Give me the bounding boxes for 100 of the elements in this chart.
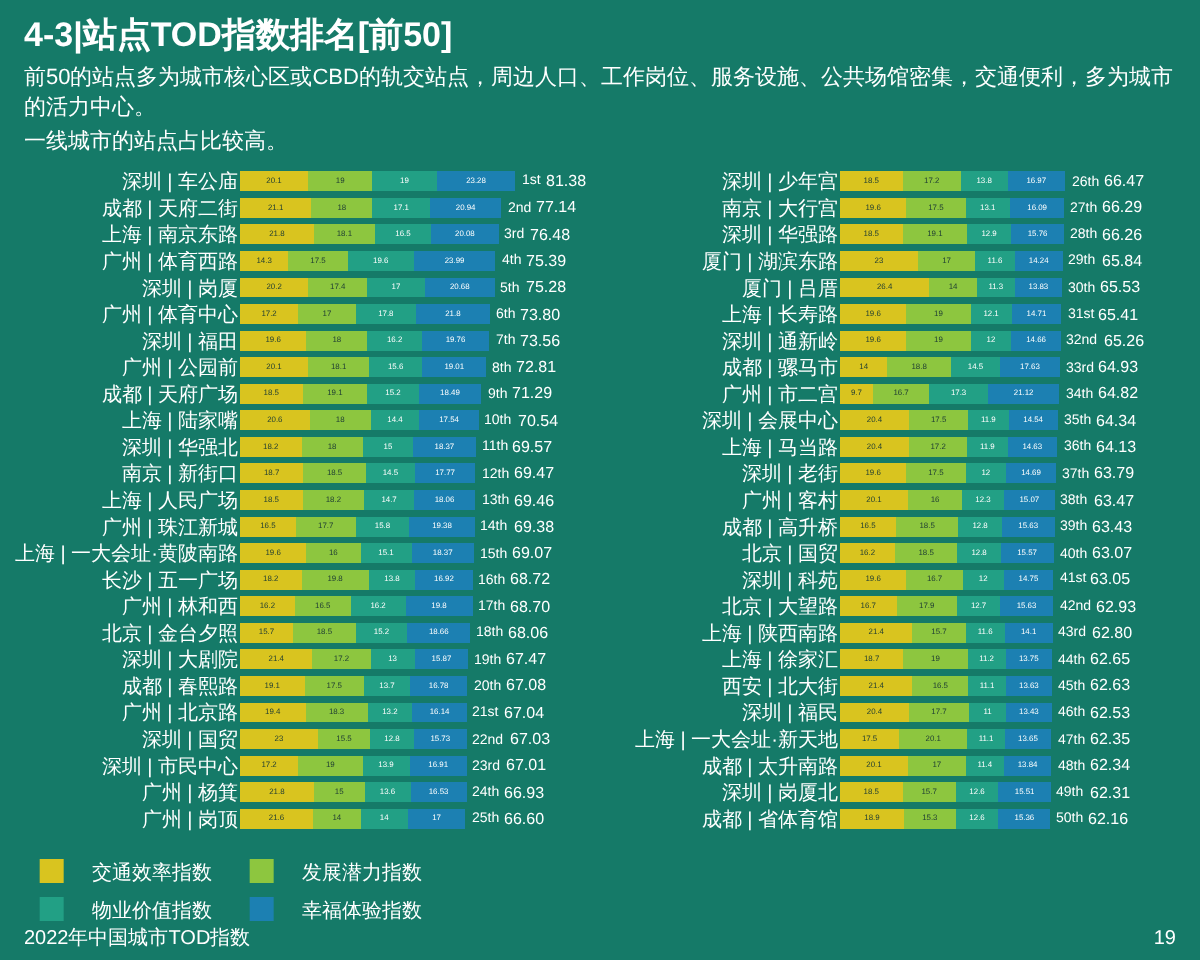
- bar: [967, 436, 1008, 457]
- bar: [410, 675, 468, 696]
- bar: [968, 410, 1009, 431]
- bar: [909, 702, 969, 723]
- bar: [840, 410, 910, 431]
- bar: [965, 755, 1005, 776]
- bar: [1011, 330, 1061, 351]
- bar: [370, 410, 420, 431]
- bar: [909, 436, 968, 457]
- bar: [370, 649, 415, 670]
- bar: [908, 755, 966, 776]
- total-label: 64.13: [1096, 438, 1138, 456]
- bar: [902, 171, 961, 192]
- bar: [309, 410, 371, 431]
- bar: [1005, 675, 1052, 696]
- y-tick-label: 深圳 | 福田: [141, 329, 238, 354]
- bar: [370, 729, 414, 749]
- bar: [311, 197, 373, 218]
- bar: [840, 543, 895, 564]
- total-label: 63.47: [1094, 492, 1136, 510]
- total-label: 69.57: [512, 438, 554, 456]
- bar: [840, 569, 907, 590]
- bar: [967, 729, 1005, 749]
- y-tick-label: 上海 | 陕西南路: [701, 621, 838, 646]
- y-tick-label: 深圳 | 少年宫: [721, 170, 838, 195]
- text: 19: [1153, 928, 1176, 952]
- bar: [1000, 543, 1054, 564]
- y-tick-label: 成都 | 骡马市: [721, 356, 838, 381]
- bar: [896, 596, 958, 617]
- bar: [407, 808, 466, 829]
- bar: [906, 463, 966, 484]
- y-tick-label: 深圳 | 科苑: [741, 568, 838, 593]
- bar: [970, 304, 1012, 325]
- y-tick-label: 成都 | 高升桥: [721, 515, 838, 540]
- bar: [414, 649, 469, 670]
- total-label: 66.93: [504, 784, 546, 802]
- bar: [899, 729, 968, 749]
- total-label: 64.82: [1098, 384, 1140, 402]
- y-tick-label: 广州 | 珠江新城: [101, 515, 238, 540]
- total-label: 71.29: [512, 384, 554, 402]
- bar: [1011, 304, 1062, 325]
- legend-label: 物业价值指数: [91, 898, 212, 923]
- bar: [365, 463, 415, 484]
- total-label: 75.28: [526, 278, 568, 296]
- bar: [308, 277, 368, 298]
- y-tick-label: 上海 | 陆家嘴: [121, 409, 238, 434]
- bar: [840, 649, 904, 670]
- bar: [416, 304, 490, 325]
- bar: [411, 543, 474, 564]
- bar: [240, 251, 289, 271]
- total-label: 66.29: [1102, 198, 1144, 216]
- y-tick-label: 深圳 | 国贸: [141, 728, 238, 753]
- bar: [294, 596, 351, 617]
- bar: [902, 224, 968, 245]
- bar: [1003, 569, 1054, 590]
- bar: [965, 622, 1005, 643]
- y-tick-label: 广州 | 客村: [741, 489, 838, 513]
- bar: [1004, 622, 1053, 643]
- bar: [362, 436, 414, 457]
- bar: [955, 782, 999, 803]
- y-tick-label: 上海 | 一大会址·新天地: [635, 728, 838, 753]
- bar: [1008, 410, 1058, 431]
- y-tick-label: 深圳 | 车公庙: [121, 170, 238, 195]
- text: 一线城市的站点占比较高。: [24, 128, 290, 158]
- bar: [1000, 357, 1060, 378]
- total-label: 67.01: [506, 756, 548, 774]
- total-label: 73.56: [520, 332, 562, 350]
- bar: [302, 490, 365, 510]
- y-tick-label: 广州 | 体育西路: [101, 249, 238, 274]
- bar: [998, 808, 1051, 829]
- bar: [302, 383, 368, 404]
- bar: [903, 649, 968, 670]
- bar: [306, 543, 361, 564]
- bar: [240, 463, 304, 484]
- bar: [240, 808, 314, 829]
- bar: [347, 251, 414, 271]
- y-tick-label: 广州 | 公园前: [121, 356, 238, 381]
- bar: [368, 569, 416, 590]
- bar: [360, 543, 412, 564]
- bar: [240, 516, 296, 537]
- bar: [840, 357, 888, 378]
- bar: [840, 596, 897, 617]
- bar: [840, 277, 930, 298]
- y-tick-label: 上海 | 人民广场: [101, 489, 238, 513]
- bar: [413, 490, 476, 510]
- total-label: 69.46: [514, 492, 556, 510]
- total-label: 62.93: [1096, 598, 1138, 616]
- bar: [965, 197, 1010, 218]
- bar: [955, 808, 999, 829]
- y-tick-label: 深圳 | 大剧院: [121, 648, 238, 673]
- bar: [240, 197, 312, 218]
- y-tick-label: 深圳 | 华强路: [721, 223, 838, 248]
- bar: [1007, 436, 1058, 457]
- total-label: 62.16: [1088, 810, 1130, 828]
- bar: [840, 224, 903, 245]
- total-label: 62.53: [1090, 704, 1132, 722]
- bar: [413, 251, 496, 271]
- bar: [1005, 649, 1053, 670]
- total-label: 72.81: [516, 358, 558, 376]
- total-label: 63.79: [1094, 464, 1136, 482]
